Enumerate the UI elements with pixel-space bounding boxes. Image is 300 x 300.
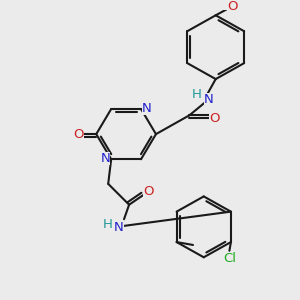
Text: N: N — [114, 221, 124, 234]
Text: O: O — [227, 0, 237, 13]
Text: N: N — [100, 152, 110, 165]
Text: O: O — [209, 112, 220, 125]
Text: H: H — [191, 88, 201, 101]
Text: N: N — [142, 102, 152, 115]
Text: H: H — [102, 218, 112, 231]
Text: N: N — [204, 93, 214, 106]
Text: O: O — [143, 185, 154, 198]
Text: Cl: Cl — [223, 252, 236, 266]
Text: O: O — [74, 128, 84, 141]
